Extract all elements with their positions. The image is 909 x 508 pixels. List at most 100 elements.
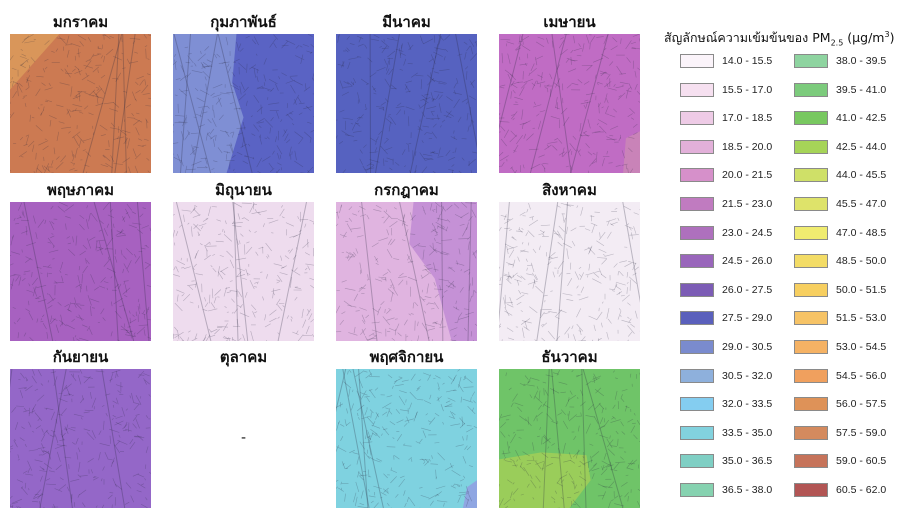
- legend-label: 48.5 - 50.0: [836, 254, 886, 269]
- legend-swatch: [680, 483, 714, 497]
- no-data-mark: -: [173, 369, 314, 508]
- pm25-map: [336, 202, 477, 341]
- legend-swatch: [794, 83, 828, 97]
- map-canvas: [336, 369, 477, 508]
- legend-swatch: [680, 426, 714, 440]
- legend-swatch: [794, 54, 828, 68]
- legend-item: 14.0 - 15.5: [680, 54, 790, 69]
- legend-swatch: [680, 168, 714, 182]
- map-canvas: [499, 202, 640, 341]
- map-canvas: [10, 34, 151, 173]
- map-title: กุมภาพันธ์: [173, 10, 314, 34]
- map-title: เมษายน: [499, 10, 640, 34]
- legend-swatch: [680, 226, 714, 240]
- legend-label: 32.0 - 33.5: [722, 397, 772, 412]
- legend-label: 39.5 - 41.0: [836, 83, 886, 98]
- legend-swatch: [680, 369, 714, 383]
- legend-item: 47.0 - 48.5: [794, 226, 904, 241]
- map-canvas: [336, 202, 477, 341]
- legend-label: 56.0 - 57.5: [836, 397, 886, 412]
- map-canvas: [173, 202, 314, 341]
- legend-label: 33.5 - 35.0: [722, 426, 772, 441]
- legend-label: 45.5 - 47.0: [836, 197, 886, 212]
- legend-swatch: [680, 311, 714, 325]
- legend-label: 38.0 - 39.5: [836, 54, 886, 69]
- legend-label: 21.5 - 23.0: [722, 197, 772, 212]
- legend-label: 23.0 - 24.5: [722, 226, 772, 241]
- legend-swatch: [794, 111, 828, 125]
- legend-item: 48.5 - 50.0: [794, 254, 904, 269]
- legend-swatch: [680, 454, 714, 468]
- legend-swatch: [794, 483, 828, 497]
- map-title: กรกฎาคม: [336, 178, 477, 202]
- pm25-map: [10, 369, 151, 508]
- legend-title-main: สัญลักษณ์ความเข้มข้นของ PM: [664, 30, 831, 45]
- legend-swatch: [680, 197, 714, 211]
- legend-label: 51.5 - 53.0: [836, 311, 886, 326]
- legend-title: สัญลักษณ์ความเข้มข้นของ PM2.5 (µg/m3): [664, 26, 909, 53]
- legend-item: 26.0 - 27.5: [680, 283, 790, 298]
- legend-swatch: [680, 340, 714, 354]
- legend-swatch: [794, 140, 828, 154]
- map-canvas: [173, 34, 314, 173]
- legend-label: 27.5 - 29.0: [722, 311, 772, 326]
- legend-swatch: [794, 454, 828, 468]
- legend-swatch: [794, 369, 828, 383]
- legend-item: 45.5 - 47.0: [794, 197, 904, 212]
- legend-item: 51.5 - 53.0: [794, 311, 904, 326]
- pm25-map: [499, 369, 640, 508]
- legend-item: 60.5 - 62.0: [794, 483, 904, 498]
- legend-swatch: [794, 168, 828, 182]
- legend-item: 23.0 - 24.5: [680, 226, 790, 241]
- legend-item: 32.0 - 33.5: [680, 397, 790, 412]
- legend-label: 60.5 - 62.0: [836, 483, 886, 498]
- legend-label: 29.0 - 30.5: [722, 340, 772, 355]
- legend-item: 29.0 - 30.5: [680, 340, 790, 355]
- legend-label: 41.0 - 42.5: [836, 111, 886, 126]
- legend-swatch: [680, 254, 714, 268]
- map-canvas: [10, 202, 151, 341]
- legend-item: 56.0 - 57.5: [794, 397, 904, 412]
- legend-swatch: [794, 311, 828, 325]
- legend-swatch: [794, 426, 828, 440]
- legend-item: 54.5 - 56.0: [794, 369, 904, 384]
- legend-item: 53.0 - 54.5: [794, 340, 904, 355]
- legend-title-unit: (µg/m: [843, 30, 884, 45]
- legend-label: 42.5 - 44.0: [836, 140, 886, 155]
- legend-item: 59.0 - 60.5: [794, 454, 904, 469]
- legend-item: 44.0 - 45.5: [794, 168, 904, 183]
- legend-item: 38.0 - 39.5: [794, 54, 904, 69]
- map-title: มิถุนายน: [173, 178, 314, 202]
- map-title: มีนาคม: [336, 10, 477, 34]
- legend-item: 50.0 - 51.5: [794, 283, 904, 298]
- map-title: ธันวาคม: [499, 345, 640, 369]
- legend-item: 42.5 - 44.0: [794, 140, 904, 155]
- map-canvas: [499, 34, 640, 173]
- legend-swatch: [794, 254, 828, 268]
- pm25-map: [173, 34, 314, 173]
- pm25-map: [336, 34, 477, 173]
- map-fill: [10, 202, 151, 341]
- legend-item: 27.5 - 29.0: [680, 311, 790, 326]
- legend-label: 14.0 - 15.5: [722, 54, 772, 69]
- legend-label: 59.0 - 60.5: [836, 454, 886, 469]
- legend-label: 35.0 - 36.5: [722, 454, 772, 469]
- legend-label: 36.5 - 38.0: [722, 483, 772, 498]
- pm25-map: [173, 202, 314, 341]
- legend-swatch: [680, 283, 714, 297]
- legend-item: 20.0 - 21.5: [680, 168, 790, 183]
- legend-label: 26.0 - 27.5: [722, 283, 772, 298]
- legend-label: 17.0 - 18.5: [722, 111, 772, 126]
- legend-item: 33.5 - 35.0: [680, 426, 790, 441]
- legend-item: 30.5 - 32.0: [680, 369, 790, 384]
- legend-swatch: [794, 397, 828, 411]
- pm25-map: [336, 369, 477, 508]
- legend-item: 39.5 - 41.0: [794, 83, 904, 98]
- legend-label: 30.5 - 32.0: [722, 369, 772, 384]
- legend-swatch: [680, 397, 714, 411]
- legend-swatch: [794, 226, 828, 240]
- map-title: สิงหาคม: [499, 178, 640, 202]
- map-canvas: [336, 34, 477, 173]
- legend-item: 57.5 - 59.0: [794, 426, 904, 441]
- legend-label: 44.0 - 45.5: [836, 168, 886, 183]
